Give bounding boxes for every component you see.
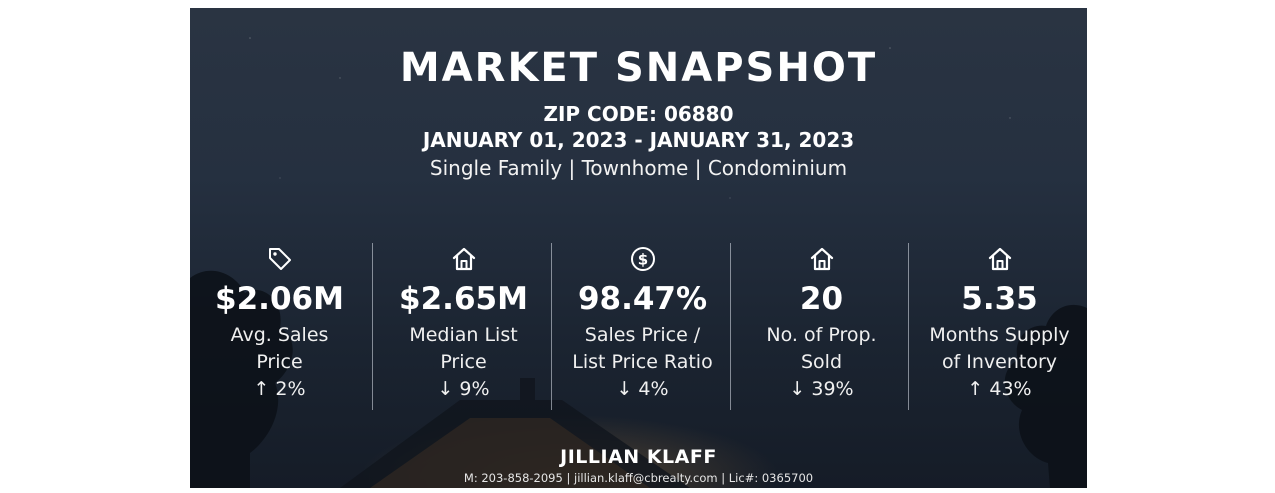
stat-change: ↓ 9% bbox=[437, 378, 490, 400]
stat-change: ↓ 4% bbox=[616, 378, 669, 400]
night-sky-background bbox=[190, 37, 1087, 488]
stat-label: Median List Price bbox=[374, 322, 553, 376]
stat-label-line: No. of Prop. bbox=[766, 324, 877, 346]
market-snapshot-card: MARKET SNAPSHOT ZIP CODE: 06880 JANUARY … bbox=[190, 8, 1087, 488]
divider bbox=[551, 243, 552, 410]
stat-value: $2.06M bbox=[215, 281, 344, 317]
tree-silhouette-right bbox=[1004, 304, 1087, 488]
stat-label-line: List Price Ratio bbox=[572, 351, 713, 373]
stat-change: ↓ 39% bbox=[789, 378, 854, 400]
date-range: JANUARY 01, 2023 - JANUARY 31, 2023 bbox=[422, 128, 855, 152]
tree-silhouette-left bbox=[190, 270, 293, 488]
stat-label-line: Sold bbox=[800, 351, 843, 373]
stat-avg-sales-price: $2.06M Avg. Sales Price ↑ 2% bbox=[190, 241, 369, 411]
agent-name: JILLIAN KLAFF bbox=[560, 446, 717, 468]
stat-value: 5.35 bbox=[961, 281, 1038, 317]
stats-row: $2.06M Avg. Sales Price ↑ 2% $2.65M Medi… bbox=[190, 241, 1087, 411]
stat-sales-list-ratio: $ 98.47% Sales Price / List Price Ratio … bbox=[553, 241, 732, 411]
stat-label: No. of Prop. Sold bbox=[732, 322, 911, 376]
house-icon bbox=[810, 247, 834, 271]
divider bbox=[372, 243, 373, 410]
agent-contact: M: 203-858-2095 | jillian.klaff@cbrealty… bbox=[463, 471, 814, 485]
stat-label-line: of Inventory bbox=[941, 351, 1058, 373]
stat-label-line: Price bbox=[256, 351, 303, 373]
stat-value: 98.47% bbox=[577, 281, 708, 317]
stat-label: Avg. Sales Price bbox=[190, 322, 369, 376]
page-title: MARKET SNAPSHOT bbox=[399, 45, 878, 91]
stat-label-line: Median List bbox=[409, 324, 518, 346]
stat-change: ↑ 2% bbox=[253, 378, 306, 400]
property-types: Single Family | Townhome | Condominium bbox=[429, 156, 848, 180]
stat-median-list-price: $2.65M Median List Price ↓ 9% bbox=[374, 241, 553, 411]
house-icon bbox=[452, 247, 476, 271]
divider bbox=[908, 243, 909, 410]
stat-months-supply: 5.35 Months Supply of Inventory ↑ 43% bbox=[910, 241, 1087, 411]
divider bbox=[730, 243, 731, 410]
stat-label-line: Price bbox=[440, 351, 487, 373]
stat-value: $2.65M bbox=[399, 281, 528, 317]
stat-value: 20 bbox=[799, 281, 844, 317]
price-tag-icon bbox=[269, 248, 291, 270]
house-icon bbox=[988, 247, 1012, 271]
stat-change: ↑ 43% bbox=[967, 378, 1032, 400]
zip-code: ZIP CODE: 06880 bbox=[543, 102, 734, 126]
stat-label: Months Supply of Inventory bbox=[910, 322, 1087, 376]
dollar-circle-icon: $ bbox=[631, 247, 655, 271]
stat-label-line: Avg. Sales bbox=[230, 324, 329, 346]
stat-label: Sales Price / List Price Ratio bbox=[553, 322, 732, 376]
svg-text:$: $ bbox=[638, 251, 648, 269]
stat-properties-sold: 20 No. of Prop. Sold ↓ 39% bbox=[732, 241, 911, 411]
stat-label-line: Sales Price / bbox=[584, 324, 701, 346]
stat-label-line: Months Supply bbox=[929, 324, 1070, 346]
